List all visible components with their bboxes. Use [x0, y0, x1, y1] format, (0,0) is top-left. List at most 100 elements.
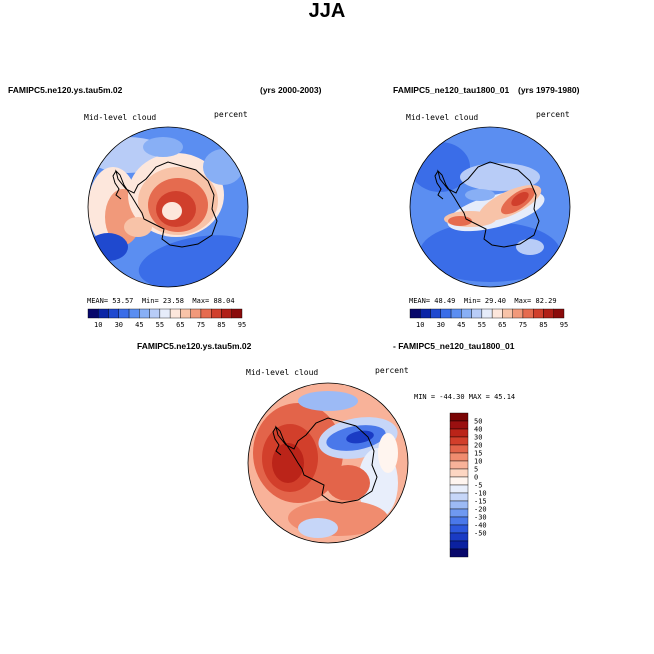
panel2-max-value: 82.29	[535, 297, 557, 305]
panel3-colorbar-tick-label: 40	[474, 426, 482, 434]
panel2-colorbar-tick-label: 10	[416, 321, 424, 329]
panel3-colorbar-swatch	[449, 436, 469, 446]
panel2-peninsula-coastline	[434, 170, 444, 200]
panel3-colorbar-swatch	[449, 540, 469, 550]
panel2-colorbar-swatch	[533, 308, 544, 319]
panel2-map-border	[409, 126, 571, 288]
panel3-colorbar-tick-label: 0	[474, 474, 478, 482]
panel1-units-label: percent	[214, 110, 248, 119]
panel3-colorbar-tick-label: -20	[474, 506, 487, 514]
panel2-field-blob	[460, 163, 540, 191]
panel1-max-value: 88.04	[213, 297, 235, 305]
panel3-colorbar-tick-label: -15	[474, 498, 487, 506]
panel2-colorbar: 10 30 45 55 65 75 85 95	[409, 308, 568, 329]
panel3-colorbar-tick-label: -30	[474, 514, 487, 522]
panel3-colorbar-swatch	[449, 444, 469, 454]
panel3-colorbar-swatch	[449, 452, 469, 462]
panel3-colorbar-tick-label: 50	[474, 418, 482, 426]
panel2-colorbar-tick-label: 65	[498, 321, 506, 329]
panel2-case-name: FAMIPC5_ne120_tau1800_01	[393, 85, 510, 95]
panel3-colorbar-swatch	[449, 516, 469, 526]
panel2-map	[409, 126, 571, 288]
panel1-colorbar-swatch	[169, 308, 181, 319]
panel1-case-name: FAMIPC5.ne120.ys.tau5m.02	[8, 85, 123, 95]
panel2-colorbar-swatch	[461, 308, 472, 319]
panel3-colorbar-swatch	[449, 532, 469, 542]
panel3-colorbar-swatch	[449, 484, 469, 494]
panel1-colorbar-tick-label: 30	[115, 321, 123, 329]
panel3-colorbar-tick-label: 20	[474, 442, 482, 450]
panel3-field-blob	[272, 443, 304, 483]
panel1-colorbar-tick-label: 75	[197, 321, 205, 329]
panel1-mean-value: 53.57	[112, 297, 134, 305]
panel3-colorbar-tick-label: -10	[474, 490, 487, 498]
panel3-colorbar-tick-label: 5	[474, 466, 478, 474]
panel2-mean-label: MEAN=	[409, 297, 431, 305]
panel3-colorbar-tick-label: -50	[474, 530, 487, 538]
panel3-colorbar-tick-label: -5	[474, 482, 482, 490]
panel2-colorbar-swatch	[543, 308, 554, 319]
panel2-field-blob	[448, 216, 472, 226]
panel1-colorbar-swatch	[210, 308, 222, 319]
panel3-field-blob	[298, 518, 338, 538]
panel2-max-label: Max=	[514, 297, 532, 305]
panel3-min-max-text: MIN = -44.30 MAX = 45.14	[414, 393, 516, 401]
panel3-field-blob	[326, 465, 370, 501]
panel1-years: (yrs 2000-2003)	[260, 85, 322, 95]
panel3-map-border	[247, 382, 409, 544]
panel3-colorbar-swatch	[449, 508, 469, 518]
panel1-peninsula-coastline	[112, 170, 122, 200]
panel1-map-border	[87, 126, 249, 288]
panel1-colorbar-swatch	[98, 308, 109, 319]
panel1-colorbar-tick-label: 45	[135, 321, 143, 329]
panel2-colorbar-swatch	[450, 308, 462, 319]
panel2-colorbar-swatch	[420, 308, 431, 319]
panel2-units-label: percent	[536, 110, 570, 119]
panel2-colorbar-tick-label: 75	[519, 321, 527, 329]
panel2-variable-label: Mid-level cloud	[406, 113, 479, 122]
panel3-field-blob	[346, 430, 374, 444]
panel3-case-a: FAMIPC5.ne120.ys.tau5m.02	[137, 341, 252, 351]
panel3-colorbar-tick-label: -40	[474, 522, 487, 530]
panel1-colorbar-swatch	[200, 308, 212, 319]
panel2-mean-value: 48.49	[434, 297, 456, 305]
figure-title: JJA	[308, 0, 346, 22]
panel2-years: (yrs 1979-1980)	[518, 85, 580, 95]
panel1-colorbar-swatch	[190, 308, 202, 319]
panel1-mean-label: MEAN=	[87, 297, 109, 305]
panel1-colorbar-tick-label: 95	[238, 321, 246, 329]
panel3-variable-label: Mid-level cloud	[246, 368, 319, 377]
panel2-field-blob	[516, 239, 544, 255]
panel2-colorbar-tick-label: 85	[539, 321, 547, 329]
panel2-min-value: 29.40	[484, 297, 506, 305]
panel1-max-label: Max=	[192, 297, 210, 305]
panel3-colorbar-swatch	[449, 492, 469, 502]
panel1-colorbar-swatch	[118, 308, 130, 319]
panel2-stats: MEAN= 48.49 Min= 29.40 Max= 82.29	[409, 297, 557, 305]
panel2-colorbar-tick-label: 30	[437, 321, 445, 329]
panel3-colorbar-swatch	[449, 428, 469, 438]
panel1-field-blob	[162, 202, 182, 220]
panel1-colorbar-swatch	[128, 308, 140, 319]
panel3-colorbar-tick-label: 15	[474, 450, 482, 458]
panel3-colorbar-swatch	[449, 412, 469, 422]
panel3-map	[247, 382, 409, 544]
panel2-colorbar-swatch	[481, 308, 493, 319]
panel1-colorbar-swatch	[180, 308, 191, 319]
panel2-colorbar-tick-label: 95	[560, 321, 568, 329]
panel1-map	[87, 126, 249, 288]
panel2-colorbar-swatch	[491, 308, 503, 319]
panel3-colorbar-swatch	[449, 548, 469, 558]
panel1-min-value: 23.58	[162, 297, 184, 305]
panel3-colorbar-tick-label: 30	[474, 434, 482, 442]
panel3-colorbar-swatch	[449, 420, 469, 430]
panel2-colorbar-swatch	[430, 308, 441, 319]
panel3-antarctica-coastline	[275, 417, 378, 504]
panel1-colorbar-swatch	[221, 308, 232, 319]
panel3-case-b: - FAMIPC5_ne120_tau1800_01	[393, 341, 515, 351]
panel1-colorbar-swatch	[108, 308, 119, 319]
panel3-colorbar-swatch	[449, 500, 469, 510]
panel1-colorbar-swatch	[87, 308, 99, 319]
panel3-colorbar-swatch	[449, 460, 469, 470]
